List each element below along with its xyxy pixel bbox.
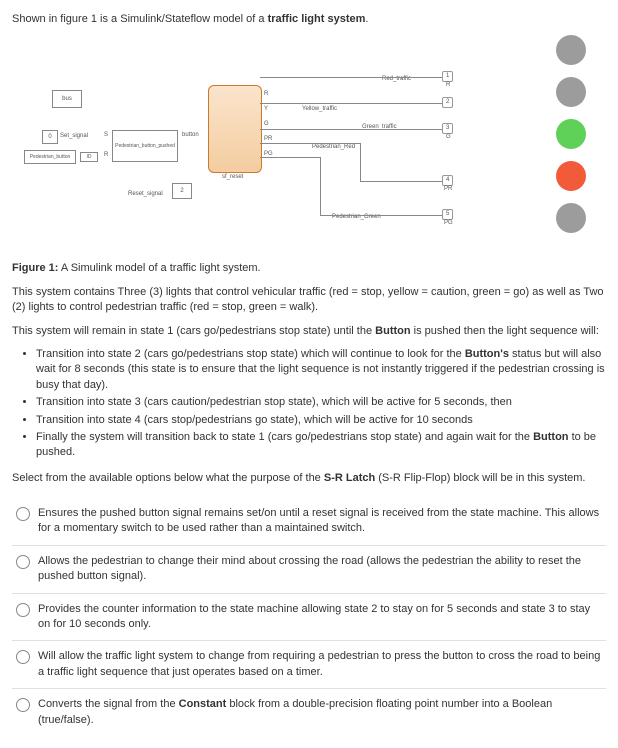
o5-prefix: Converts the signal from the	[38, 698, 179, 710]
stateflow-chart	[208, 85, 262, 173]
label-button: button	[182, 131, 199, 139]
label-yellow-traffic: Yellow_traffic	[302, 105, 337, 113]
paragraph-2: This system will remain in state 1 (cars…	[12, 324, 606, 339]
para2-bold: Button	[375, 325, 410, 337]
light-red	[556, 35, 586, 65]
chart-port-R: R	[264, 90, 268, 98]
light-yellow	[556, 77, 586, 107]
para2-suffix: is pushed then the light sequence will:	[411, 325, 599, 337]
out-3-sub: G	[446, 133, 451, 141]
bullet-3: Transition into state 4 (cars stop/pedes…	[36, 413, 606, 428]
q-suffix: (S-R Flip-Flop) block will be in this sy…	[375, 472, 585, 484]
intro-bold: traffic light system	[268, 13, 366, 25]
block-const2: 2	[172, 183, 192, 199]
option-2[interactable]: Allows the pedestrian to change their mi…	[12, 546, 606, 594]
radio-icon[interactable]	[16, 555, 30, 569]
label-set-signal: Set_signal	[60, 132, 88, 140]
bullet-4: Finally the system will transition back …	[36, 430, 606, 461]
traffic-light-indicators	[556, 35, 586, 233]
option-5-text: Converts the signal from the Constant bl…	[38, 697, 602, 728]
label-s-port: S	[104, 131, 108, 139]
radio-icon[interactable]	[16, 698, 30, 712]
intro-suffix: .	[365, 13, 368, 25]
label-r-port: R	[104, 151, 108, 159]
out-5-sub: PG	[444, 219, 453, 227]
out-1-sub: R	[446, 81, 450, 89]
b1-prefix: Transition into state 2 (cars go/pedestr…	[36, 348, 465, 360]
label-green-traffic: Green_traffic	[362, 123, 397, 131]
question-text: Select from the available options below …	[12, 471, 606, 486]
block-bus: bus	[52, 90, 82, 108]
b1-bold: Button's	[465, 348, 509, 360]
option-4[interactable]: Will allow the traffic light system to c…	[12, 641, 606, 689]
block-ped-button: Pedestrian_button	[24, 150, 76, 164]
paragraph-1: This system contains Three (3) lights th…	[12, 285, 606, 316]
out-5: 5	[442, 209, 453, 219]
option-1[interactable]: Ensures the pushed button signal remains…	[12, 498, 606, 546]
figcap-text: A Simulink model of a traffic light syst…	[58, 262, 260, 274]
b4-prefix: Finally the system will transition back …	[36, 431, 533, 443]
light-ped-green	[556, 203, 586, 233]
light-green	[556, 119, 586, 149]
out-3: 3	[442, 123, 453, 133]
simulink-diagram: bus 0 Set_signal Pedestrian_button ID Pe…	[12, 35, 606, 245]
option-3[interactable]: Provides the counter information to the …	[12, 594, 606, 642]
bullet-1: Transition into state 2 (cars go/pedestr…	[36, 347, 606, 393]
block-ID: ID	[80, 152, 98, 162]
q-bold: S-R Latch	[324, 472, 375, 484]
out-1: 1	[442, 71, 453, 81]
block-sr-latch: Pedestrian_button_pushed	[112, 130, 178, 162]
figure-caption: Figure 1: A Simulink model of a traffic …	[12, 261, 606, 276]
bullet-list: Transition into state 2 (cars go/pedestr…	[12, 347, 606, 461]
block-constant: 0	[42, 130, 58, 144]
o5-bold: Constant	[179, 698, 227, 710]
option-4-text: Will allow the traffic light system to c…	[38, 649, 602, 680]
chart-port-Y: Y	[264, 105, 268, 113]
label-reset: Reset_signal	[128, 190, 163, 198]
out-2: 2	[442, 97, 453, 107]
option-5[interactable]: Converts the signal from the Constant bl…	[12, 689, 606, 736]
para2-prefix: This system will remain in state 1 (cars…	[12, 325, 375, 337]
b4-bold: Button	[533, 431, 568, 443]
option-3-text: Provides the counter information to the …	[38, 602, 602, 633]
option-2-text: Allows the pedestrian to change their mi…	[38, 554, 602, 585]
out-4: 4	[442, 175, 453, 185]
bullet-2: Transition into state 3 (cars caution/pe…	[36, 395, 606, 410]
chart-port-G: G	[264, 120, 269, 128]
q-prefix: Select from the available options below …	[12, 472, 324, 484]
intro-text: Shown in figure 1 is a Simulink/Stateflo…	[12, 12, 606, 27]
options-list: Ensures the pushed button signal remains…	[12, 498, 606, 736]
out-4-sub: PR	[444, 185, 452, 193]
intro-prefix: Shown in figure 1 is a Simulink/Stateflo…	[12, 13, 268, 25]
label-ped-red: Pedestrian_Red	[312, 143, 355, 151]
chart-sf-reset: sf_reset	[222, 173, 243, 181]
radio-icon[interactable]	[16, 650, 30, 664]
option-1-text: Ensures the pushed button signal remains…	[38, 506, 602, 537]
light-ped-red	[556, 161, 586, 191]
figcap-bold: Figure 1:	[12, 262, 58, 274]
radio-icon[interactable]	[16, 603, 30, 617]
radio-icon[interactable]	[16, 507, 30, 521]
